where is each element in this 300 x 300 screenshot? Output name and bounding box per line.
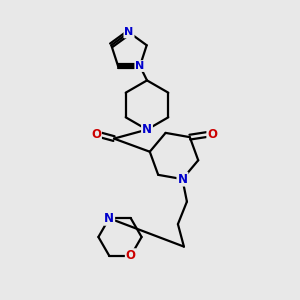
Text: N: N: [177, 172, 188, 186]
Text: N: N: [104, 212, 114, 225]
Text: N: N: [135, 61, 145, 71]
Text: O: O: [126, 249, 136, 262]
Text: N: N: [124, 27, 134, 38]
Text: O: O: [207, 128, 217, 141]
Text: O: O: [91, 128, 101, 141]
Text: N: N: [142, 123, 152, 136]
